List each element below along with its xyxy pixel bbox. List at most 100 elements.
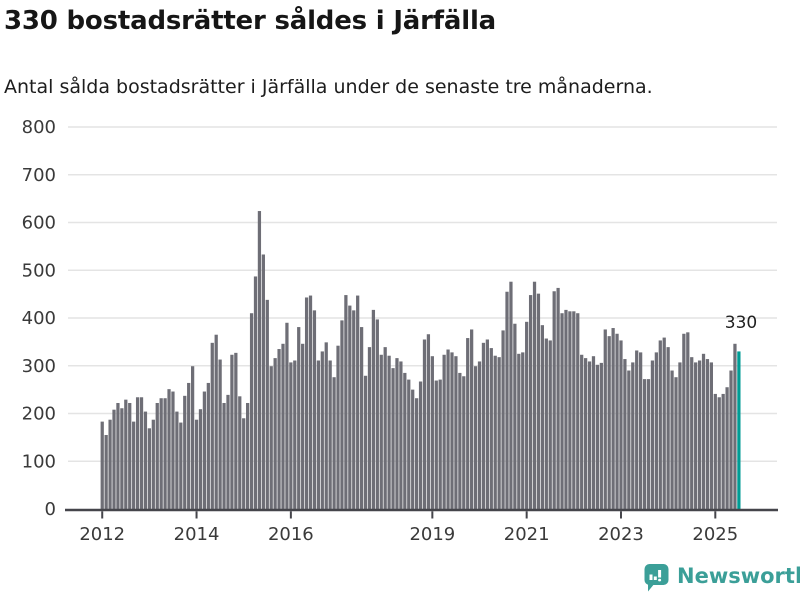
x-tick-label: 2023	[598, 524, 644, 545]
bar	[560, 313, 564, 510]
x-tick-label: 2016	[268, 524, 314, 545]
bar	[356, 295, 360, 510]
y-tick-label: 600	[22, 213, 56, 234]
bar	[336, 345, 340, 510]
bar	[572, 311, 576, 510]
bar	[623, 359, 627, 510]
bar	[395, 358, 399, 510]
bar	[359, 327, 364, 510]
x-tick-label: 2025	[692, 524, 738, 545]
bar	[454, 356, 458, 510]
bar	[658, 340, 662, 510]
bar	[265, 299, 269, 510]
bar	[536, 293, 541, 510]
bar	[540, 325, 545, 510]
bar	[132, 421, 136, 510]
bar	[528, 295, 533, 510]
bar	[403, 372, 407, 510]
bar	[147, 428, 152, 510]
bar	[257, 211, 262, 511]
bar	[733, 343, 737, 510]
bar	[155, 402, 159, 510]
bar	[363, 375, 368, 510]
x-tick-label: 2012	[79, 524, 125, 545]
bar	[729, 370, 733, 510]
bar	[446, 349, 450, 510]
bar	[635, 350, 639, 510]
bar	[198, 409, 203, 510]
bar	[285, 322, 289, 510]
bar	[462, 376, 466, 510]
bar	[407, 379, 411, 510]
x-tick-label: 2021	[504, 524, 550, 545]
bar	[187, 382, 191, 510]
bar	[367, 347, 372, 510]
bar-highlight	[737, 351, 741, 510]
bar	[214, 334, 218, 510]
bar	[493, 355, 497, 510]
brand-footer: Newsworthy	[643, 562, 800, 593]
bar	[316, 360, 320, 510]
bar	[242, 418, 246, 510]
bar	[654, 352, 658, 510]
bar	[619, 340, 623, 510]
bar	[308, 295, 313, 510]
bar	[399, 361, 403, 510]
y-tick-label: 800	[22, 117, 56, 138]
bar	[532, 281, 537, 510]
bar	[552, 291, 556, 510]
bar	[190, 366, 195, 510]
bar	[383, 347, 387, 510]
bar	[135, 397, 140, 510]
chart-title: 330 bostadsrätter såldes i Järfälla	[4, 6, 497, 36]
bar	[450, 352, 454, 510]
bar	[473, 366, 478, 510]
bar	[650, 360, 655, 510]
bar	[269, 366, 273, 510]
bar	[666, 347, 670, 510]
y-tick-label: 500	[22, 260, 56, 281]
bar	[583, 358, 588, 510]
bar	[375, 319, 379, 510]
bar	[466, 338, 470, 510]
bar	[183, 395, 187, 510]
bar	[489, 348, 493, 510]
bar	[167, 389, 171, 510]
bar	[564, 309, 568, 510]
bar	[249, 313, 254, 510]
bar	[430, 356, 434, 510]
bar	[509, 281, 513, 510]
bar	[434, 380, 438, 510]
bar	[139, 397, 144, 510]
bar	[525, 321, 529, 510]
bar	[470, 329, 474, 510]
bar	[646, 379, 651, 510]
bar	[143, 411, 148, 510]
bar	[670, 370, 674, 510]
bar	[556, 287, 560, 510]
bar	[108, 419, 112, 510]
brand-name: Newsworthy	[677, 564, 800, 588]
bar	[674, 377, 678, 510]
bar	[124, 399, 128, 510]
bar	[261, 254, 265, 510]
latest-value-label: 330	[724, 313, 758, 333]
bar	[297, 327, 301, 510]
bar	[100, 421, 104, 510]
y-tick-label: 0	[45, 499, 56, 520]
bar	[202, 391, 207, 510]
bar	[194, 419, 199, 510]
bar	[501, 330, 505, 510]
bar	[230, 354, 234, 510]
bar	[426, 334, 431, 510]
bar	[171, 391, 175, 510]
bar	[442, 354, 446, 510]
bar	[599, 362, 603, 510]
bar	[301, 343, 305, 510]
bar	[521, 352, 525, 510]
bar	[481, 342, 486, 510]
bar	[411, 389, 415, 510]
bar	[694, 362, 698, 510]
bar	[312, 310, 317, 510]
